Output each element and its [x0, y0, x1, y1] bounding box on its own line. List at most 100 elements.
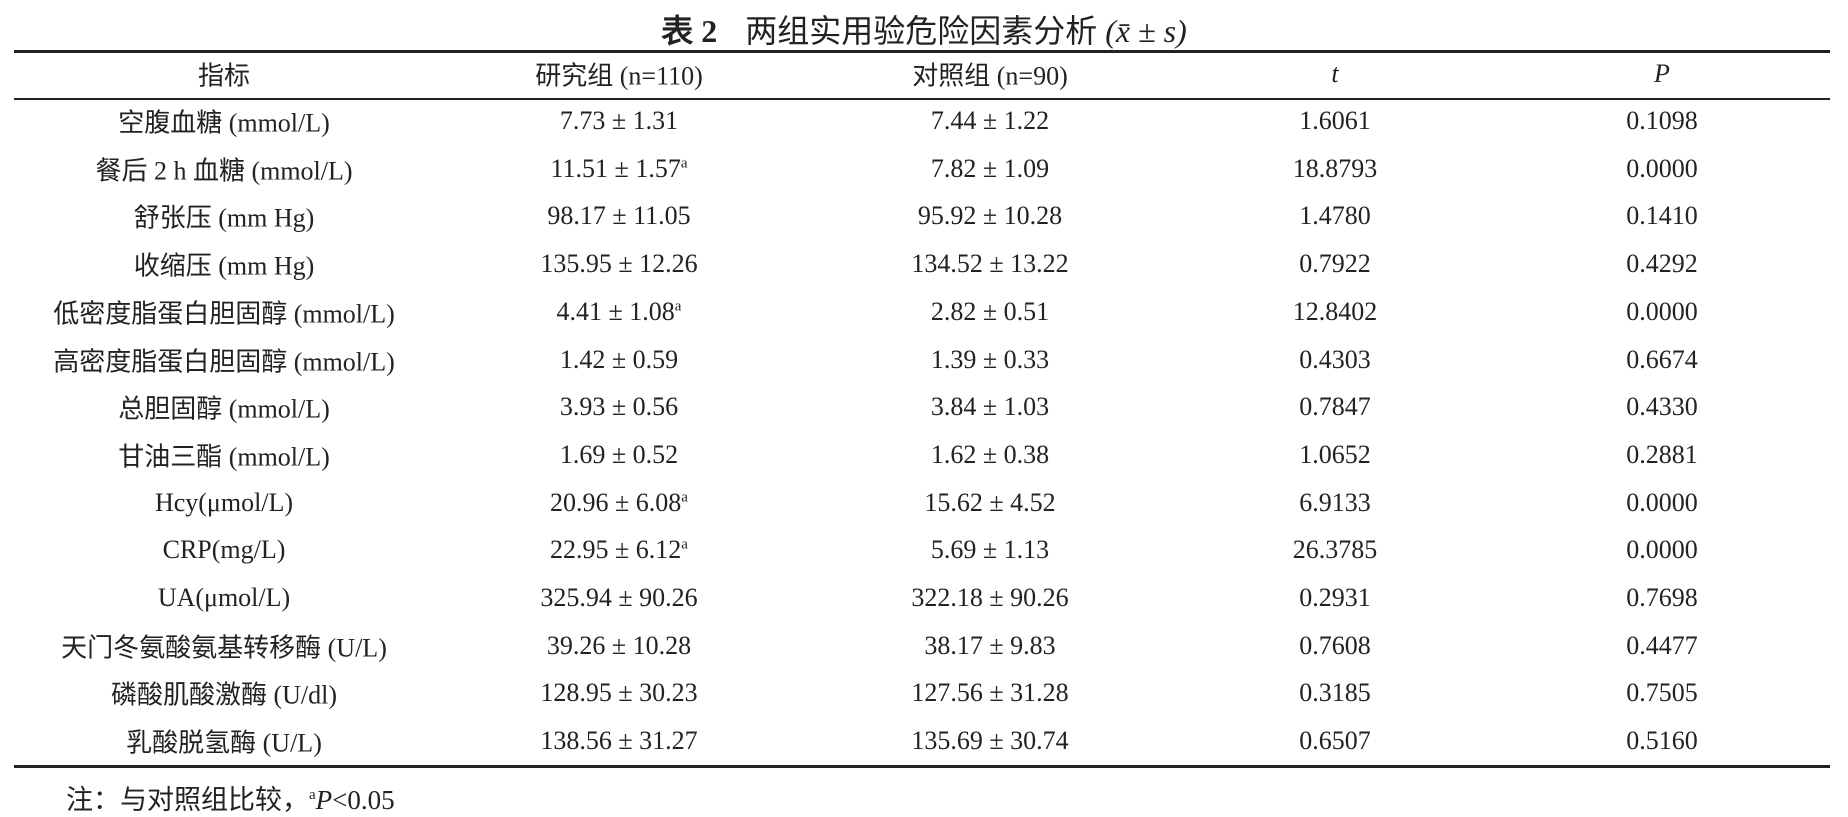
table-cell: 收缩压 (mm Hg) — [133, 251, 315, 281]
header-cell: P — [1654, 59, 1670, 88]
table-cell: 0.4330 — [1626, 392, 1698, 422]
table-cell: 95.92 ± 10.28 — [917, 201, 1063, 231]
title-formula: (x̄ ± s) — [1105, 13, 1187, 49]
table-cell: 1.39 ± 0.33 — [930, 344, 1050, 374]
table-cell: 0.0000 — [1626, 535, 1698, 565]
bottom-rule — [14, 765, 1830, 768]
table-cell: 20.96 ± 6.08a — [550, 488, 688, 518]
table-cell: 1.62 ± 0.38 — [930, 439, 1050, 469]
header-cell: 指标 — [197, 61, 251, 91]
table-cell: 135.69 ± 30.74 — [911, 726, 1069, 756]
table-cell: 1.0652 — [1299, 439, 1371, 469]
table-cell: 0.5160 — [1626, 726, 1698, 756]
note-prefix: 注：与对照组比较， — [66, 785, 309, 815]
cell-value: 1.42 ± 0.59 — [559, 344, 679, 374]
table-cell: 7.44 ± 1.22 — [930, 106, 1050, 135]
table-cell: 3.84 ± 1.03 — [930, 392, 1050, 422]
table-cell: 0.0000 — [1626, 296, 1698, 326]
header-cell: 对照组 (n=90) — [912, 61, 1068, 91]
table-cell: 7.73 ± 1.31 — [560, 106, 678, 136]
table-cell: 1.42 ± 0.59 — [560, 345, 678, 375]
table-cell: 11.51 ± 1.57a — [551, 154, 688, 184]
table-cell: 1.69 ± 0.52 — [560, 440, 678, 470]
table-cell: 1.4780 — [1299, 201, 1371, 231]
cell-sup: a — [681, 536, 688, 553]
table-cell: 0.7698 — [1626, 583, 1698, 612]
table-cell: 舒张压 (mm Hg) — [133, 203, 315, 233]
cell-value: 1.69 ± 0.52 — [559, 439, 679, 469]
top-rule — [14, 50, 1830, 53]
table-cell: 12.8402 — [1292, 296, 1378, 326]
note-sup: a — [309, 787, 316, 803]
title: 表 2 两组实用验危险因素分析 (x̄ ± s) — [0, 6, 1848, 52]
table-cell: UA(μmol/L) — [157, 583, 291, 612]
table-cell: 0.1410 — [1626, 201, 1698, 231]
table-cell: 餐后 2 h 血糖 (mmol/L) — [95, 156, 353, 186]
table-cell: 322.18 ± 90.26 — [911, 583, 1069, 612]
table-cell: 高密度脂蛋白胆固醇 (mmol/L) — [53, 347, 395, 376]
table-cell: 138.56 ± 31.27 — [540, 726, 697, 756]
table-cell: 38.17 ± 9.83 — [924, 630, 1056, 660]
table-cell: 0.2931 — [1299, 583, 1371, 612]
cell-value: 98.17 ± 11.05 — [547, 201, 691, 231]
table-cell: 0.4303 — [1299, 344, 1371, 374]
table-cell: 0.0000 — [1626, 153, 1698, 183]
table-cell: 5.69 ± 1.13 — [930, 535, 1050, 565]
cell-sup: a — [681, 488, 688, 505]
note: 注：与对照组比较，aP<0.05 — [66, 778, 395, 817]
cell-value: 39.26 ± 10.28 — [546, 630, 692, 660]
table-cell: 134.52 ± 13.22 — [911, 249, 1069, 279]
table-cell: 325.94 ± 90.26 — [540, 583, 697, 613]
table-cell: 127.56 ± 31.28 — [911, 678, 1069, 708]
table-cell: 6.9133 — [1299, 487, 1371, 517]
title-text: 两组实用验危险因素分析 — [745, 13, 1098, 49]
table-cell: 0.7608 — [1299, 630, 1371, 660]
table-cell: 天门冬氨酸氨基转移酶 (U/L) — [61, 633, 387, 663]
table-cell: 0.7922 — [1299, 249, 1371, 279]
table-cell: 2.82 ± 0.51 — [930, 296, 1050, 326]
cell-sup: a — [680, 155, 688, 172]
table-cell: 3.93 ± 0.56 — [560, 392, 678, 422]
table-cell: 4.41 ± 1.08a — [557, 297, 682, 327]
table-cell: 乳酸脱氢酶 (U/L) — [126, 728, 322, 758]
cell-sup: a — [674, 298, 682, 315]
table-cell: 0.4292 — [1626, 249, 1698, 279]
table-cell: 总胆固醇 (mmol/L) — [118, 394, 330, 424]
cell-value: 138.56 ± 31.27 — [540, 726, 698, 756]
cell-value: 128.95 ± 30.23 — [540, 678, 698, 708]
table-cell: 98.17 ± 11.05 — [547, 201, 690, 231]
header-cell: 研究组 (n=110) — [535, 61, 703, 91]
table-cell: 39.26 ± 10.28 — [547, 631, 691, 661]
table-cell: CRP(mg/L) — [162, 535, 286, 565]
table-cell: 1.6061 — [1299, 106, 1371, 135]
table-cell: 0.6674 — [1626, 344, 1698, 374]
table-cell: 15.62 ± 4.52 — [924, 487, 1056, 517]
table-cell: 磷酸肌酸激酶 (U/dl) — [110, 680, 338, 710]
table-cell: 0.7505 — [1626, 678, 1698, 708]
cell-value: 3.93 ± 0.56 — [559, 392, 679, 422]
cell-value: 325.94 ± 90.26 — [540, 583, 698, 612]
title-label: 表 2 — [661, 13, 718, 49]
table-cell: Hcy(μmol/L) — [154, 487, 294, 517]
table-cell: 0.7847 — [1299, 392, 1371, 422]
table-cell: 0.0000 — [1626, 487, 1698, 517]
note-italic: P — [315, 785, 333, 815]
table-cell: 18.8793 — [1292, 153, 1378, 183]
table-cell: 0.2881 — [1626, 439, 1698, 469]
cell-value: 11.51 ± 1.57 — [550, 153, 681, 183]
cell-value: 135.95 ± 12.26 — [540, 249, 698, 279]
cell-value: 7.73 ± 1.31 — [559, 106, 679, 135]
table-cell: 22.95 ± 6.12a — [550, 535, 688, 565]
header-cell: t — [1331, 59, 1339, 88]
table-cell: 0.1098 — [1626, 106, 1698, 135]
table-cell: 0.3185 — [1299, 678, 1371, 708]
cell-value: 22.95 ± 6.12 — [550, 535, 682, 565]
header-rule — [14, 98, 1830, 100]
table-cell: 128.95 ± 30.23 — [540, 678, 697, 708]
table-cell: 0.4477 — [1626, 630, 1698, 660]
table-cell: 低密度脂蛋白胆固醇 (mmol/L) — [53, 299, 395, 329]
table-cell: 0.6507 — [1299, 726, 1371, 756]
cell-value: 20.96 ± 6.08 — [550, 487, 682, 517]
table-cell: 135.95 ± 12.26 — [540, 249, 697, 279]
